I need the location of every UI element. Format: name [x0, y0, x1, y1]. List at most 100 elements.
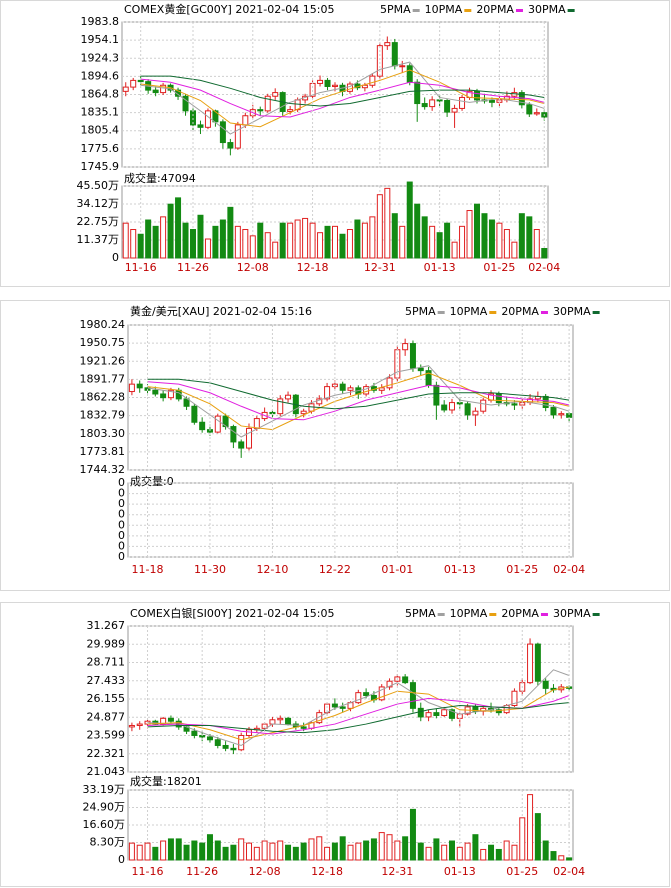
candle-body — [406, 65, 413, 83]
y-tick-label: 34.12万 — [77, 197, 120, 210]
volume-bar — [444, 222, 451, 259]
chart-title: 成交量:18201 — [130, 774, 202, 788]
chart-title: COMEX白银[SI00Y] 2021-02-04 15:05 — [130, 606, 334, 620]
candle-body — [421, 103, 428, 108]
volume-bar — [417, 842, 424, 861]
y-tick-label: 1744.32 — [80, 463, 126, 476]
y-tick-label: 31.267 — [87, 619, 126, 632]
candle-body — [444, 100, 451, 113]
candle-body — [542, 680, 549, 689]
y-tick-label: 0 — [118, 529, 125, 542]
volume-bar — [472, 834, 479, 861]
candle-body — [495, 393, 502, 404]
volume-bar — [459, 225, 466, 259]
volume-bar — [219, 219, 226, 259]
volume-bar — [137, 233, 144, 259]
ma-line — [140, 61, 545, 135]
volume-bar — [324, 846, 331, 861]
y-tick-label: 21.043 — [87, 765, 126, 778]
volume-bar — [558, 855, 565, 861]
x-tick-label: 12-31 — [381, 865, 413, 878]
volume-bar — [242, 229, 249, 259]
candle-body — [474, 90, 480, 101]
candle-body — [503, 704, 510, 714]
volume-bar — [152, 225, 159, 259]
candle-body — [214, 739, 221, 746]
candle-body — [527, 643, 534, 684]
candle-body — [441, 404, 448, 411]
volume-bar — [436, 232, 443, 259]
candle-body — [160, 717, 167, 725]
volume-bar — [526, 216, 533, 259]
x-tick-label: 11-30 — [194, 563, 226, 576]
candle-body — [324, 386, 331, 400]
candle-body — [451, 107, 458, 113]
volume-bar — [316, 836, 323, 861]
volume-bar — [294, 219, 301, 259]
y-tick-label: 0 — [112, 251, 119, 264]
y-tick-label: 0 — [118, 476, 125, 489]
candle-body — [433, 384, 440, 406]
plot-area — [127, 482, 574, 558]
y-tick-label: 1950.75 — [80, 336, 126, 349]
ma-line — [147, 365, 570, 438]
volume-bar — [227, 206, 234, 259]
volume-bar — [429, 225, 436, 259]
legend-label: 5PMA — [380, 3, 411, 16]
candle-body — [197, 124, 204, 128]
legend-label: 30PMA — [528, 3, 566, 16]
volume-bar — [369, 216, 376, 259]
y-tick-label: 1773.81 — [80, 445, 126, 458]
candle-body — [550, 407, 557, 416]
volume-bar — [518, 213, 525, 259]
volume-bar — [488, 844, 495, 861]
candle-body — [257, 109, 264, 112]
candle-body — [152, 89, 159, 94]
candle-body — [332, 84, 338, 87]
legend-label: 20PMA — [501, 607, 539, 620]
candle-body — [204, 110, 211, 128]
candle-body — [246, 729, 253, 736]
chart-title: 成交量:47094 — [124, 171, 196, 185]
volume-bar — [136, 844, 143, 861]
volume-bar — [488, 219, 495, 259]
candle-body — [339, 706, 346, 709]
volume-bar — [441, 844, 448, 861]
volume-bar — [160, 840, 167, 861]
candle-body — [339, 383, 346, 391]
y-tick-label: 33.19万 — [83, 783, 126, 796]
y-tick-label: 24.90万 — [83, 800, 126, 813]
volume-bar — [309, 222, 316, 259]
volume-bar — [503, 229, 510, 259]
candle-body — [448, 709, 455, 719]
candle-body — [242, 115, 249, 126]
candle-body — [480, 399, 487, 412]
volume-bar — [541, 248, 548, 259]
volume-bar — [269, 842, 276, 861]
legend-swatch — [489, 613, 497, 616]
y-tick-label: 1894.6 — [81, 69, 120, 82]
volume-bar — [199, 842, 206, 861]
candle-body — [287, 109, 294, 112]
candle-body — [558, 413, 565, 416]
y-tick-label: 1745.9 — [81, 160, 120, 173]
candle-body — [219, 121, 226, 144]
volume-bar — [332, 225, 338, 259]
legend-label: 30PMA — [553, 305, 591, 318]
volume-bar — [144, 842, 151, 861]
candle-body — [128, 383, 135, 393]
volume-bar — [300, 842, 307, 861]
volume-bar — [433, 838, 440, 861]
volume-bar — [386, 834, 393, 861]
y-tick-label: 0 — [118, 853, 125, 866]
volume-bar — [533, 229, 540, 259]
volume-bar — [190, 229, 196, 259]
volume-bar — [354, 219, 361, 259]
volume-bar — [234, 225, 241, 259]
volume-bar — [287, 222, 294, 259]
candle-body — [386, 377, 393, 389]
volume-bar — [378, 832, 385, 861]
candle-body — [378, 387, 385, 391]
candle-body — [128, 724, 135, 728]
candle-body — [402, 343, 409, 351]
